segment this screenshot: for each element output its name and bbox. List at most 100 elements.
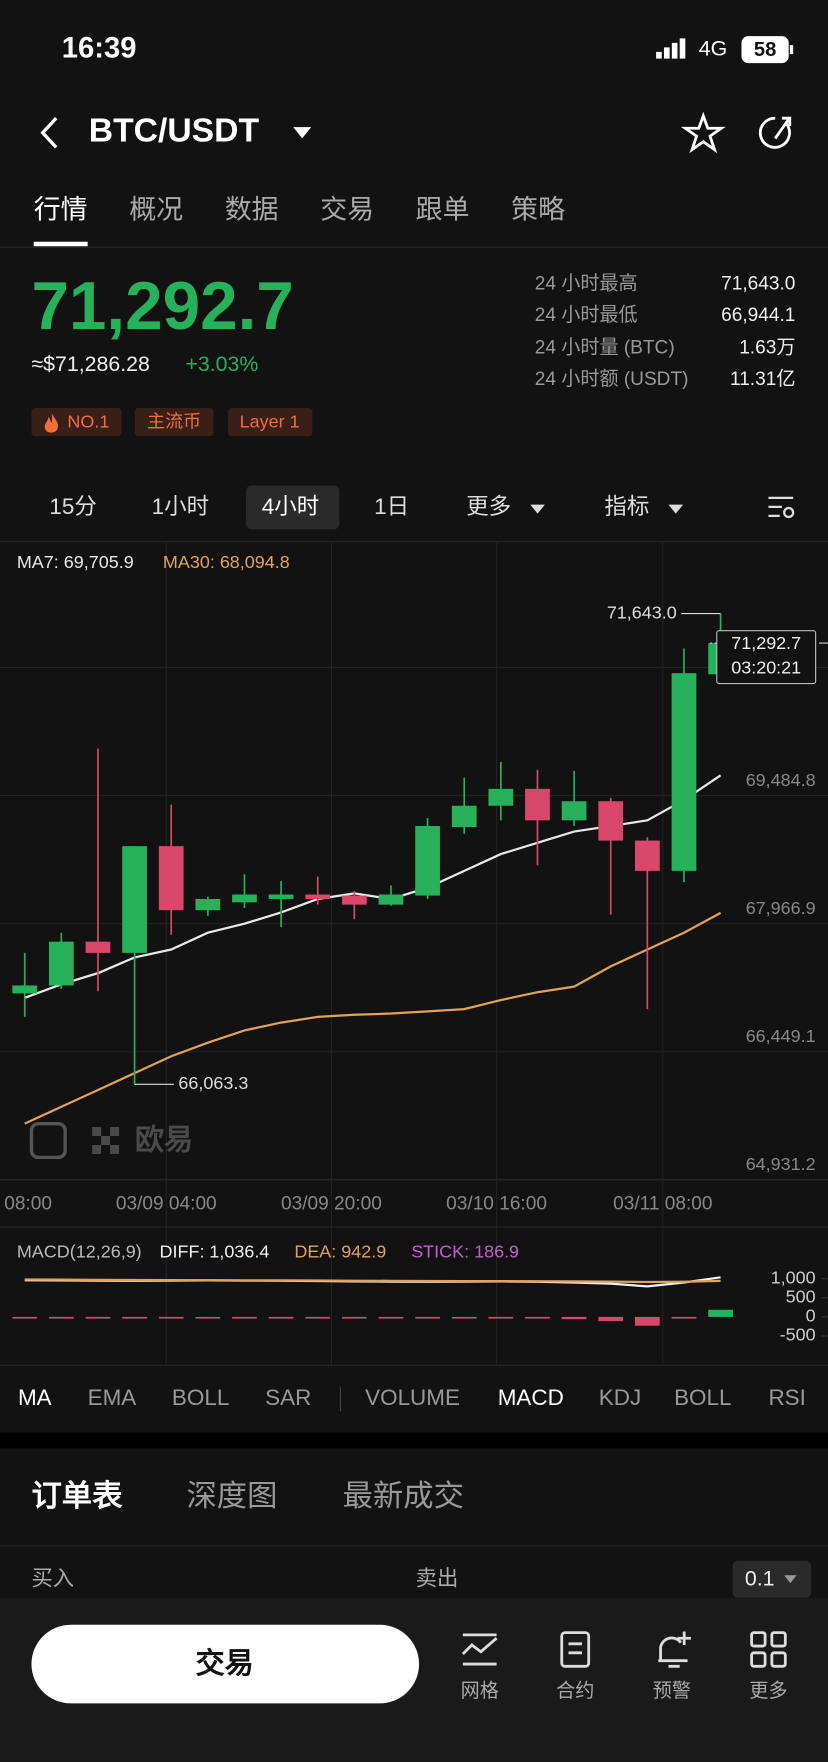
tab[interactable]: 概况 (129, 195, 183, 225)
legend-entry: DIFF: 1,036.4 (160, 1242, 270, 1262)
interval[interactable]: 更多 (466, 494, 511, 519)
indicator-tab[interactable]: EMA (88, 1385, 137, 1410)
tag-text: Layer 1 (240, 411, 300, 431)
stat-value: 11.31亿 (730, 368, 795, 390)
back-button[interactable] (40, 117, 58, 149)
y-tick-label: 64,931.2 (746, 1154, 816, 1174)
interval[interactable]: 1日 (374, 494, 409, 519)
share-button[interactable] (758, 116, 791, 149)
tab[interactable]: 跟单 (416, 195, 470, 225)
watermark-logo (92, 1127, 120, 1155)
candle-body (48, 941, 74, 986)
macd-bar (268, 1316, 294, 1319)
tab[interactable]: 策略 (511, 195, 565, 225)
macd-bar (598, 1316, 624, 1322)
legend-entry: STICK: 186.9 (411, 1242, 519, 1262)
indicator-tab[interactable]: MACD (498, 1385, 564, 1410)
candle-body (525, 788, 550, 821)
candle-body (378, 894, 404, 905)
bottom-item[interactable]: 网格 (461, 1680, 499, 1702)
interval[interactable]: 15分 (49, 494, 96, 519)
chart-settings[interactable] (768, 496, 795, 519)
precision: 0.1 (745, 1566, 775, 1590)
bottom-items: 网格 合约 预警 更多 (461, 1680, 788, 1702)
x-tick-label: 03/10 16:00 (446, 1194, 547, 1215)
y-tick-label: -500 (780, 1325, 816, 1345)
bottom-icons (461, 1631, 787, 1668)
interval-selected (246, 485, 340, 530)
pair-title[interactable]: BTC/USDT (89, 112, 260, 150)
order-tab[interactable]: 订单表 (31, 1479, 123, 1513)
indicator-tab[interactable]: KDJ (599, 1385, 641, 1410)
candle-body (341, 895, 367, 905)
candle-body (634, 840, 660, 871)
macd-bar (561, 1316, 587, 1320)
indicator-tab[interactable]: BOLL (674, 1385, 731, 1410)
stat-label: 24 小时最高 (535, 272, 638, 294)
stat-label: 24 小时量 (BTC) (535, 337, 675, 359)
bottom-item[interactable]: 更多 (749, 1680, 787, 1702)
order-tab[interactable]: 最新成交 (343, 1479, 464, 1513)
indicator-tab[interactable]: SAR (265, 1385, 311, 1410)
usd-price: ≈$71,286.28 (31, 352, 149, 376)
candle-body (12, 985, 38, 994)
fullscreen-button[interactable] (29, 1121, 67, 1160)
stat-value: 1.63万 (739, 338, 795, 359)
candle-body (158, 846, 184, 911)
candle-body (232, 894, 257, 903)
dropdown-arrow (784, 1575, 797, 1584)
vertical-grid (0, 542, 828, 1366)
interval-bar: 15分 1小时 4小时 1日 更多 指标 (49, 494, 649, 519)
macd-bar (305, 1316, 331, 1319)
interval[interactable]: 4小时 (262, 494, 319, 519)
x-tick-label: 03/09 04:00 (116, 1194, 217, 1215)
annotation: 71,643.0 (607, 602, 677, 622)
candle-body (561, 801, 587, 821)
tab[interactable]: 数据 (225, 195, 279, 225)
y-tick-label: 500 (786, 1287, 816, 1307)
interval[interactable]: 1小时 (152, 494, 209, 519)
precision-select[interactable] (732, 1560, 812, 1598)
indicator-tab[interactable]: BOLL (172, 1385, 229, 1410)
stats: 24 小时最高 71,643.0 24 小时最低 66,944.1 24 小时量 (BT… (535, 272, 796, 389)
macd-bar (48, 1316, 74, 1319)
trade-button[interactable] (31, 1624, 420, 1704)
bottom-item[interactable]: 合约 (556, 1680, 594, 1702)
order-tab[interactable]: 深度图 (186, 1479, 277, 1513)
macd-bar (85, 1316, 111, 1319)
clock: 16:39 (62, 32, 137, 64)
interval[interactable]: 指标 (604, 494, 649, 519)
y-tick-label: 1,000 (771, 1267, 816, 1287)
watermark: 欧易 (135, 1123, 193, 1156)
candle-body (671, 673, 697, 871)
fire-icon (44, 413, 59, 433)
stat-value: 71,643.0 (721, 273, 795, 294)
tab[interactable]: 行情 (34, 195, 88, 225)
tab-bar: 行情 概况 数据 交易 跟单 策略 (34, 195, 565, 225)
tab-underline (33, 241, 88, 247)
favorite-button[interactable] (680, 111, 726, 154)
indicator-bar: MA EMA BOLL SAR VOLUME MACD KDJ BOLL RSI (18, 1385, 806, 1410)
bottom-item[interactable]: 预警 (653, 1680, 691, 1702)
candle-body (451, 805, 477, 828)
sell-header: 卖出 (416, 1566, 459, 1590)
macd-bar (525, 1316, 550, 1319)
tag (228, 408, 313, 437)
share-arrow (774, 116, 792, 140)
pair-dropdown[interactable] (293, 127, 312, 139)
tag (134, 408, 214, 437)
candle-body (488, 788, 514, 806)
y-tick-label: 66,449.1 (746, 1026, 816, 1046)
y-tick-label: 67,966.9 (746, 898, 816, 918)
tab[interactable]: 交易 (320, 195, 374, 225)
legend-entry: MA7: 69,705.9 (17, 552, 134, 572)
candle-body (195, 898, 221, 911)
candle-body (268, 894, 294, 899)
macd-bar (158, 1316, 184, 1319)
indicator-tab[interactable]: RSI (768, 1385, 805, 1410)
indicator-tab[interactable]: VOLUME (365, 1385, 460, 1410)
indicator-tab[interactable]: MA (18, 1385, 52, 1410)
legend-entry: MA30: 68,094.8 (163, 552, 290, 572)
candle-body (415, 825, 440, 896)
